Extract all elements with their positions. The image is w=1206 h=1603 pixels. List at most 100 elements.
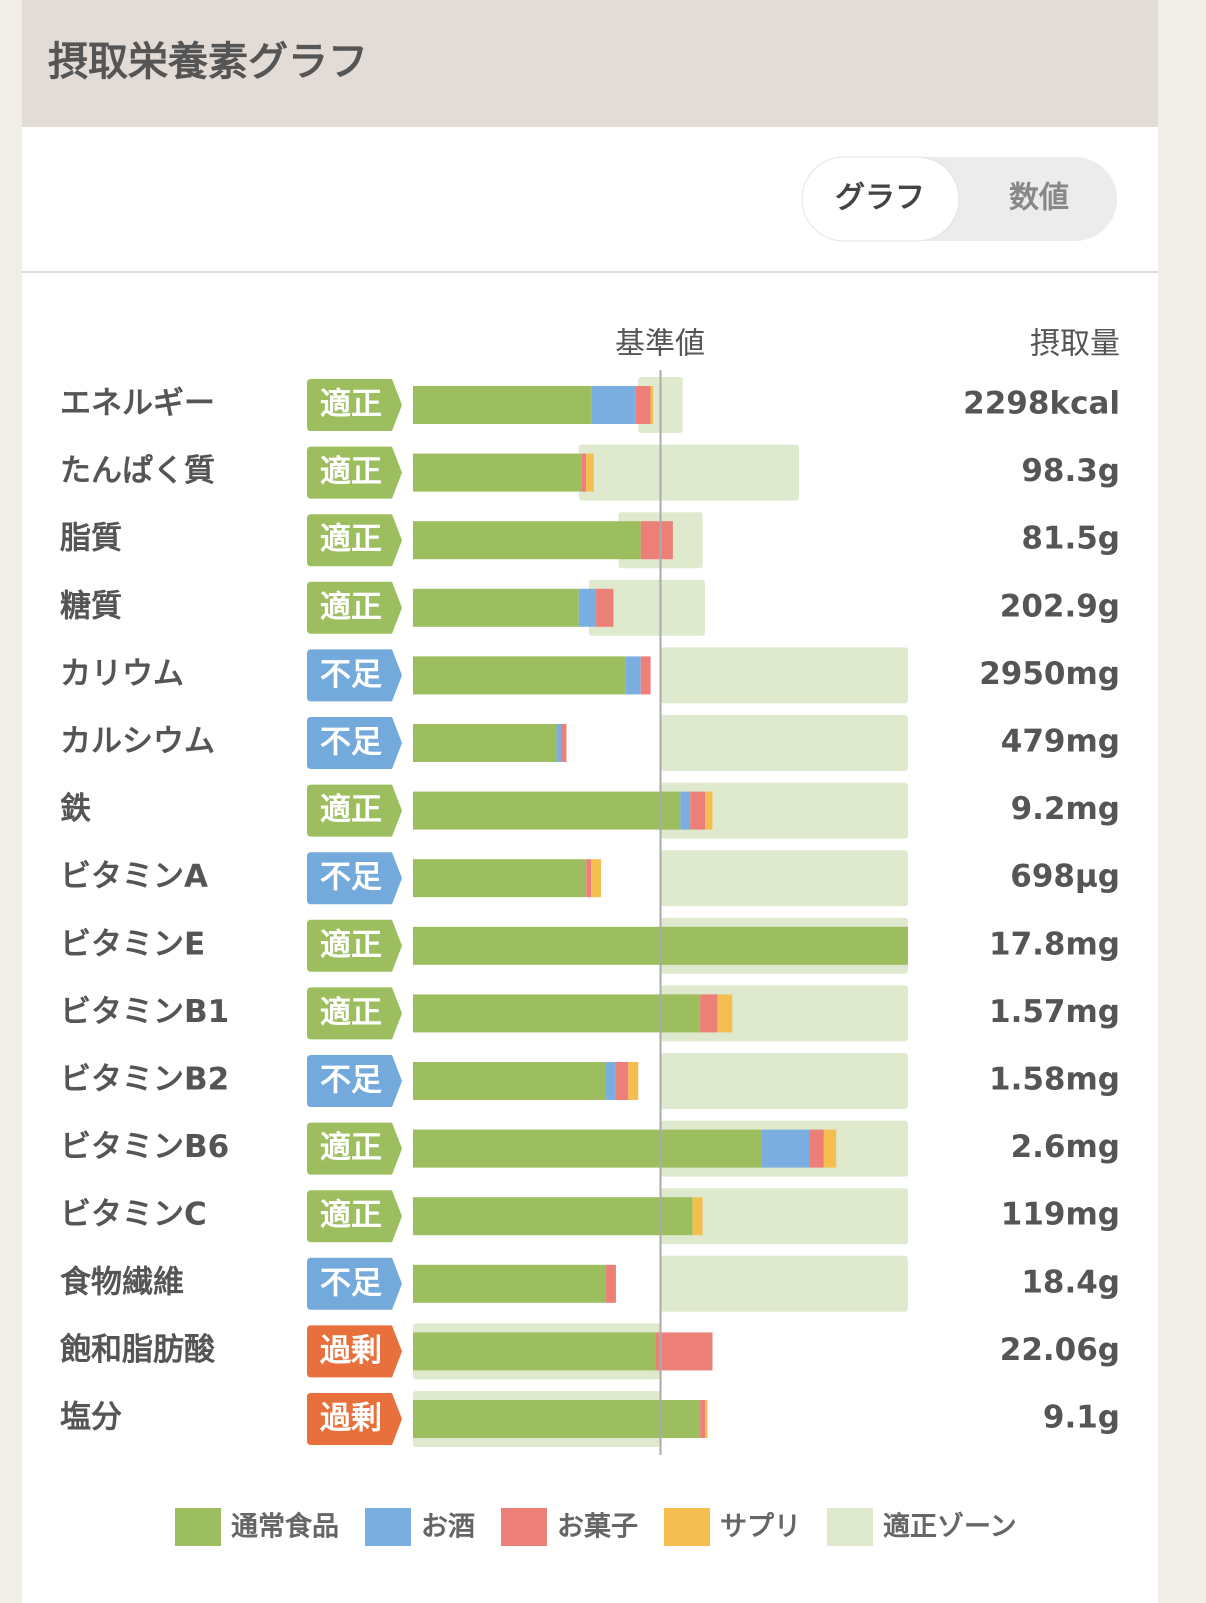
status-badge [307, 514, 402, 567]
bar-segment [413, 1129, 762, 1168]
intake-value: 18.4g [1021, 1264, 1120, 1300]
bar-segment [413, 994, 701, 1033]
status-badge [307, 717, 402, 769]
bar-segment [578, 588, 597, 627]
status-text: 適正 [320, 927, 382, 963]
status-text: 不足 [320, 1063, 382, 1099]
bar-segment [717, 994, 733, 1033]
proper-zone [660, 1188, 908, 1245]
nutrient-label: 脂質 [60, 521, 122, 557]
status-badge [307, 852, 402, 905]
status-text: 不足 [320, 1265, 382, 1301]
bar-segment [413, 724, 557, 762]
intake-value: 22.06g [1000, 1332, 1120, 1368]
nutrient-label: 塩分 [60, 1400, 122, 1436]
intake-value: 2.6mg [1011, 1129, 1120, 1165]
nutrient-label: ビタミンB6 [60, 1129, 229, 1165]
intake-value: 119mg [1001, 1197, 1120, 1233]
status-badge [307, 784, 402, 837]
bar-segment [690, 791, 706, 830]
status-badge [307, 446, 402, 499]
proper-zone [660, 1053, 908, 1109]
status-text: 不足 [320, 657, 382, 693]
bar-segment [700, 1400, 706, 1438]
nutrient-label: カルシウム [60, 724, 215, 760]
status-text: 適正 [320, 387, 382, 423]
status-badge [307, 1122, 402, 1175]
status-badge [307, 1190, 402, 1243]
nutrient-label: 飽和脂肪酸 [60, 1332, 216, 1368]
bar-segment [680, 791, 691, 830]
bar-segment [413, 1400, 701, 1438]
status-text: 適正 [320, 1130, 382, 1166]
status-badge [307, 1325, 402, 1378]
legend-swatch [664, 1508, 710, 1546]
intake-value: 1.57mg [989, 994, 1120, 1030]
bar-segment [650, 386, 654, 424]
status-badge [307, 1257, 402, 1310]
nutrient-label: たんぱく質 [60, 453, 215, 489]
legend-swatch [175, 1508, 221, 1546]
intake-value: 698µg [1010, 859, 1120, 895]
bar-segment [606, 1264, 616, 1303]
bar-segment [809, 1129, 824, 1168]
bar-segment [705, 1400, 708, 1438]
status-text: 適正 [320, 1198, 382, 1234]
bar-segment [586, 859, 592, 898]
status-text: 適正 [320, 454, 382, 490]
nutrient-label: 鉄 [60, 791, 91, 827]
bar-segment [628, 1062, 639, 1100]
card-header [22, 0, 1158, 127]
column-header: 摂取量 [1030, 327, 1120, 362]
nutrient-label: ビタミンA [60, 859, 208, 895]
intake-value: 9.2mg [1011, 791, 1120, 827]
intake-value: 9.1g [1043, 1400, 1120, 1436]
bar-segment [615, 1062, 629, 1100]
toggle-option[interactable]: 数値 [1009, 181, 1069, 216]
status-badge [307, 1055, 402, 1107]
toggle-option[interactable]: グラフ [835, 181, 925, 216]
legend-label: お菓子 [557, 1512, 638, 1543]
intake-value: 98.3g [1021, 453, 1120, 489]
intake-value: 17.8mg [989, 926, 1120, 962]
proper-zone [660, 782, 908, 839]
legend-swatch [827, 1508, 873, 1546]
bar-segment [413, 1197, 693, 1236]
bar-segment [556, 724, 562, 762]
bar-segment [640, 656, 651, 695]
bar-segment [413, 521, 641, 560]
intake-value: 2950mg [979, 656, 1120, 692]
nutrient-label: ビタミンB1 [60, 994, 229, 1030]
proper-zone [588, 579, 706, 636]
column-header: 基準値 [615, 327, 705, 362]
legend-swatch [501, 1508, 547, 1546]
toggle-selected[interactable] [801, 156, 960, 242]
legend-label: お酒 [421, 1512, 475, 1543]
bar-segment [591, 386, 636, 424]
bar-segment [596, 588, 614, 627]
bar-segment [413, 859, 587, 898]
legend-label: 通常食品 [231, 1511, 339, 1543]
status-badge [307, 649, 402, 702]
legend-label: サプリ [720, 1512, 801, 1543]
proper-zone [660, 1255, 908, 1312]
bar-segment [561, 724, 567, 762]
nutrient-label: エネルギー [60, 386, 215, 422]
status-badge [307, 987, 402, 1040]
status-text: 適正 [320, 589, 382, 625]
bar-segment [625, 656, 641, 695]
intake-value: 2298kcal [963, 386, 1120, 422]
status-text: 適正 [320, 522, 382, 558]
bar-segment [413, 588, 579, 627]
bar-segment [640, 521, 673, 560]
bar-segment [413, 656, 626, 695]
nutrient-label: 食物繊維 [60, 1264, 184, 1300]
nutrient-label: 糖質 [60, 588, 122, 624]
bar-segment [606, 1062, 616, 1100]
status-text: 適正 [320, 792, 382, 828]
status-text: 不足 [320, 725, 382, 761]
intake-value: 1.58mg [989, 1062, 1120, 1098]
legend-label: 適正ゾーン [883, 1511, 1017, 1543]
bar-segment [581, 453, 587, 492]
